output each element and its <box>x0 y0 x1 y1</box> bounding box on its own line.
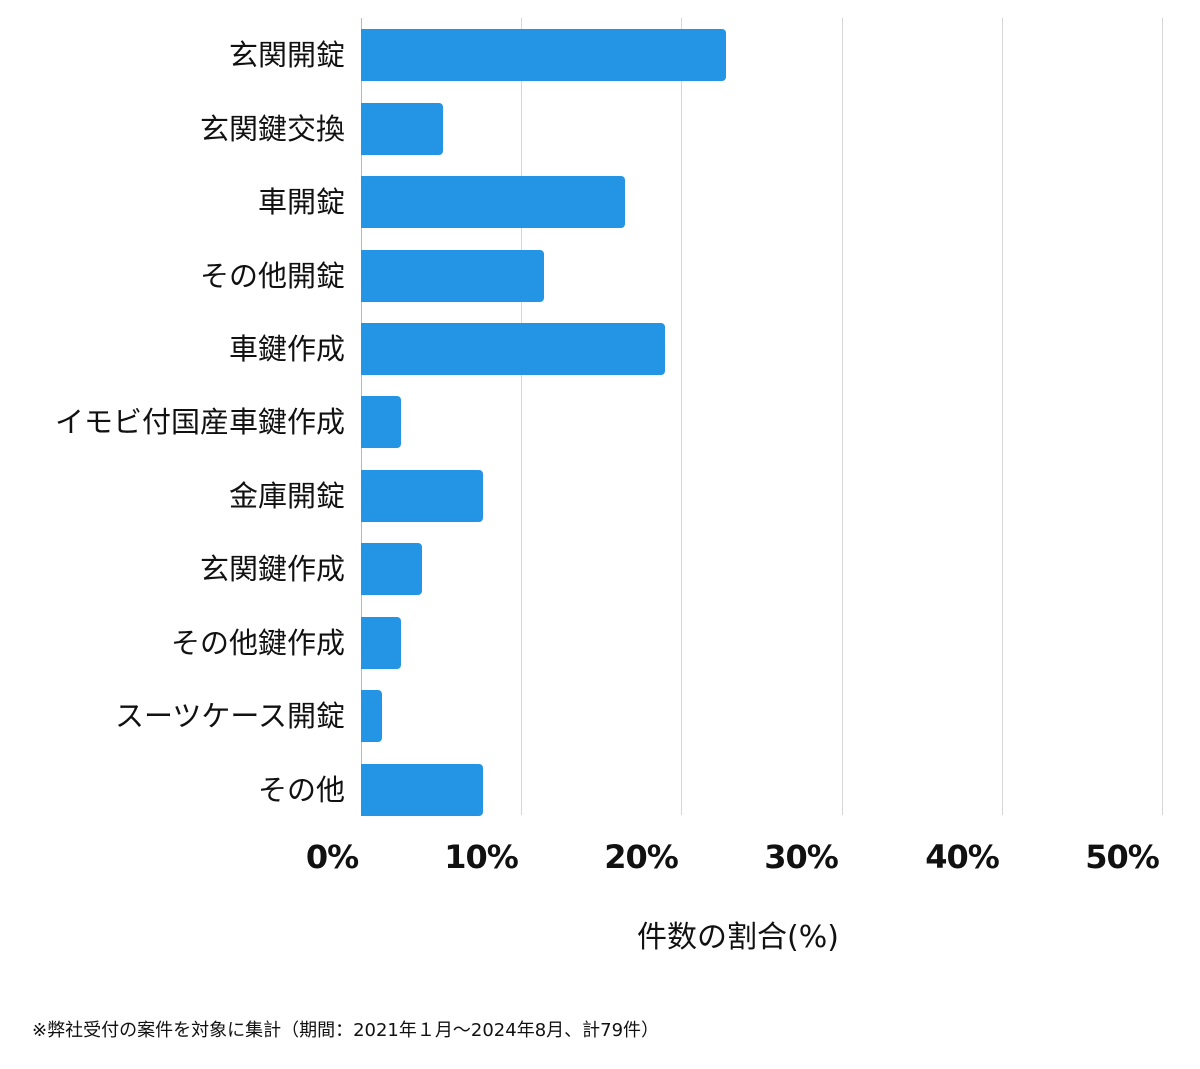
category-label: 車鍵作成 <box>228 332 345 366</box>
category-label: 玄関開錠 <box>228 38 345 72</box>
bar <box>361 764 483 816</box>
x-tick-label: 20% <box>604 838 679 876</box>
category-label: その他 <box>257 773 345 807</box>
bar <box>361 323 666 375</box>
x-tick-label: 40% <box>925 838 1000 876</box>
gridline-50 <box>1162 18 1163 815</box>
category-label: その他開錠 <box>199 259 345 293</box>
x-tick-label: 30% <box>764 838 839 876</box>
category-label: その他鍵作成 <box>170 626 345 660</box>
gridline-40 <box>1002 18 1003 815</box>
plot-area <box>361 18 1163 816</box>
x-tick-label: 0% <box>305 838 359 876</box>
category-label: イモビ付国産車鍵作成 <box>54 405 345 439</box>
category-label: 金庫開錠 <box>228 479 345 513</box>
bar <box>361 690 382 742</box>
gridline-30 <box>842 18 843 815</box>
category-label: 車開錠 <box>257 185 345 219</box>
category-label: 玄関鍵作成 <box>199 552 345 586</box>
bar <box>361 396 402 448</box>
x-axis-title: 件数の割合(%) <box>637 920 839 955</box>
bar <box>361 617 402 669</box>
gridline-20 <box>681 18 682 815</box>
bar <box>361 250 544 302</box>
bar <box>361 543 422 595</box>
bar <box>361 103 443 155</box>
bar <box>361 470 483 522</box>
x-tick-label: 10% <box>444 838 519 876</box>
bar <box>361 176 626 228</box>
category-label: 玄関鍵交換 <box>199 112 345 146</box>
x-tick-label: 50% <box>1085 838 1160 876</box>
footnote: ※弊社受付の案件を対象に集計（期間：2021年１月～2024年8月、計79件） <box>32 1020 660 1041</box>
bar <box>361 29 727 81</box>
category-label: スーツケース開錠 <box>115 699 345 733</box>
gridline-10 <box>521 18 522 815</box>
